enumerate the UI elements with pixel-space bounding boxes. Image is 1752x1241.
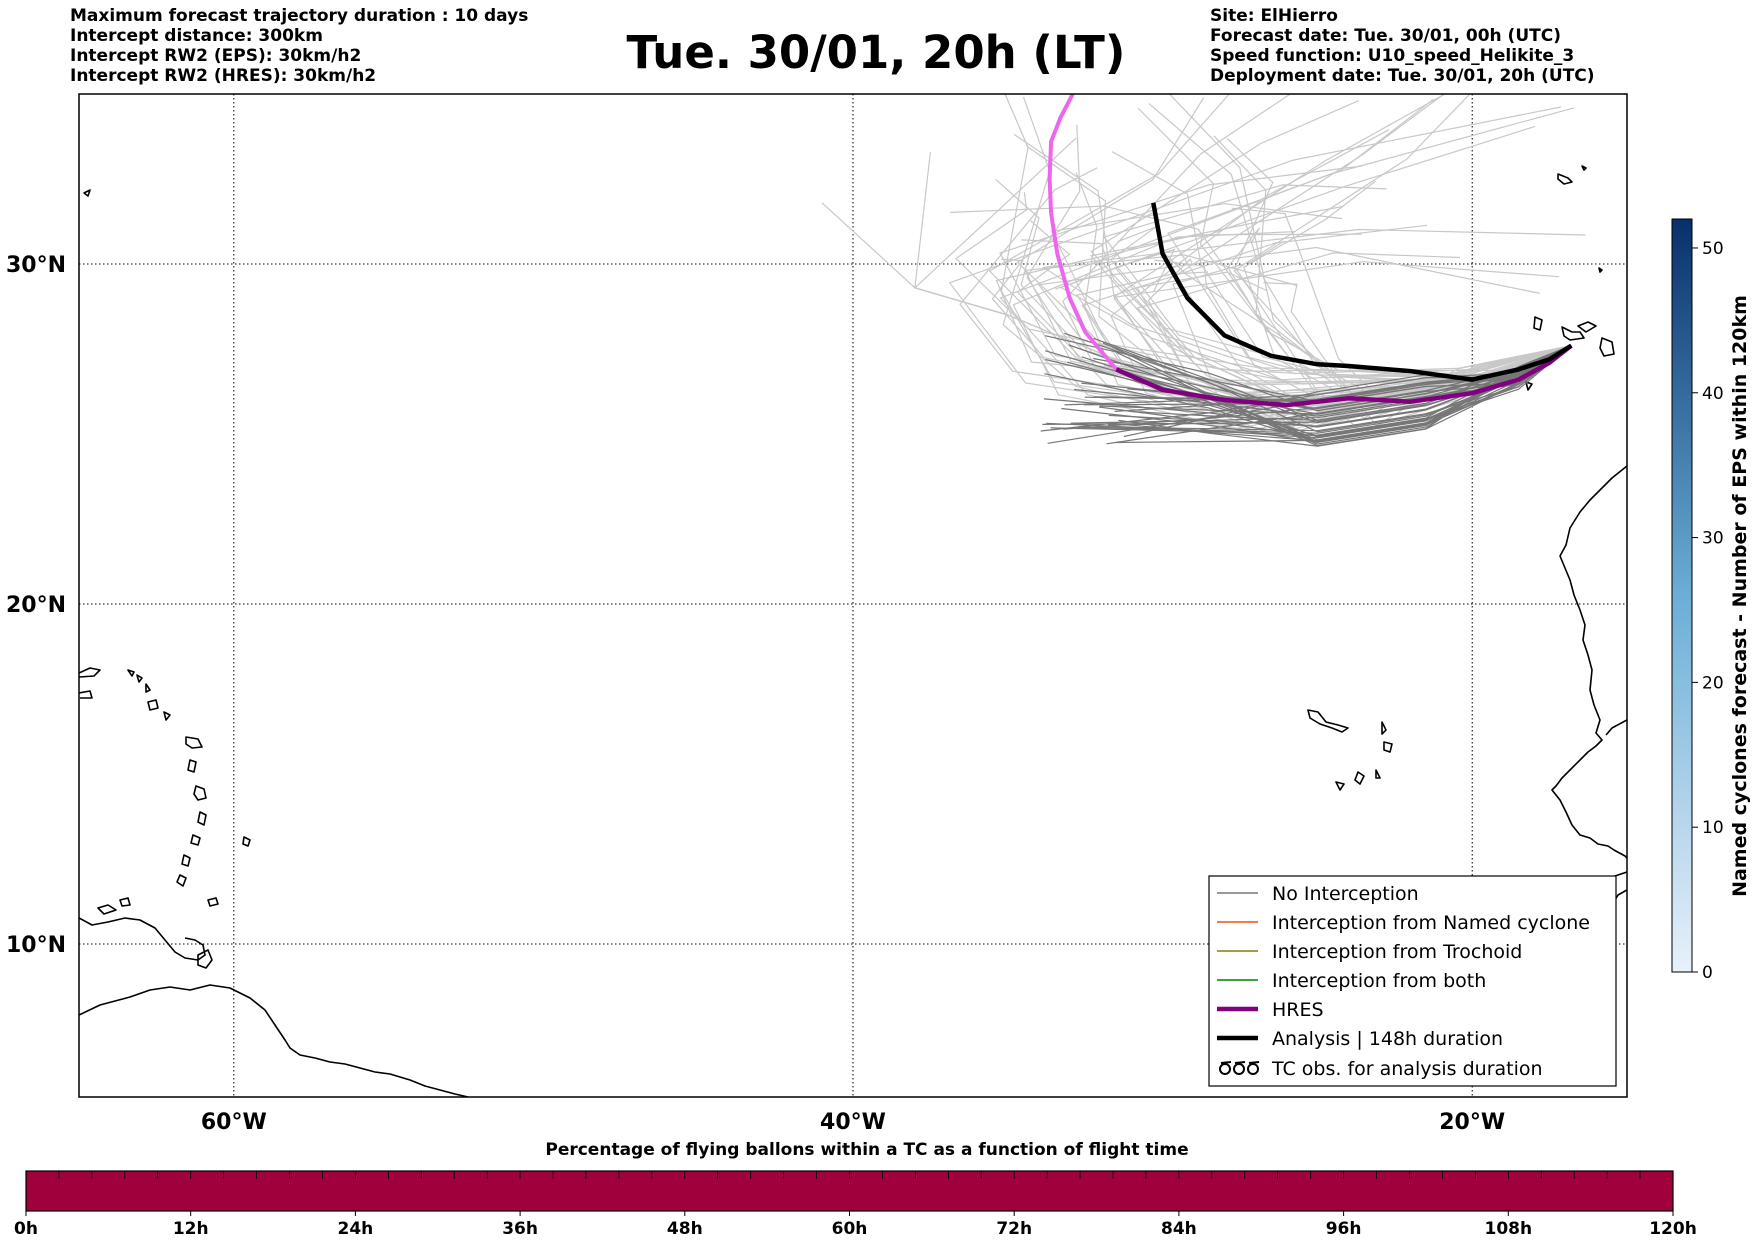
map-frame — [78, 93, 1628, 1098]
venezuela-coast-detail — [79, 917, 206, 961]
barbados-island — [242, 836, 251, 847]
no-interception-track — [1078, 345, 1572, 432]
legend-text-analysis: Analysis | 148h duration — [1272, 1028, 1503, 1050]
map-gridlines — [79, 94, 1627, 1097]
bottom-colorbar-tick-label: 24h — [338, 1219, 374, 1239]
cape-verde-islands — [1307, 709, 1393, 791]
map-title: Tue. 30/01, 20h (LT) — [626, 26, 1126, 79]
legend-text-named-cyclone: Interception from Named cyclone — [1272, 912, 1590, 934]
intercept-distance-line: Intercept distance: 300km — [70, 26, 323, 46]
antilles-island-3 — [193, 785, 207, 801]
bottom-colorbar-tick-label: 84h — [1161, 1219, 1197, 1239]
antilles-island-1 — [185, 736, 203, 749]
deployment-date-line: Deployment date: Tue. 30/01, 20h (UTC) — [1210, 66, 1595, 86]
antilles-island-4 — [197, 811, 207, 826]
header-info-left: Maximum forecast trajectory duration : 1… — [70, 6, 528, 86]
bermuda-island — [83, 189, 91, 197]
analysis-track — [1151, 202, 1573, 382]
right-colorbar-tick-label: 0 — [1702, 963, 1713, 983]
legend-box — [1208, 875, 1617, 1087]
eps-member-track — [1174, 94, 1572, 416]
azores-island — [1598, 267, 1603, 273]
lat-label: 30°N — [6, 253, 66, 278]
canary-islands — [1525, 316, 1615, 391]
lat-label: 10°N — [6, 933, 66, 958]
legend-text-both: Interception from both — [1272, 970, 1486, 992]
bottom-colorbar-tick-label: 108h — [1485, 1219, 1533, 1239]
no-interception-track — [1070, 345, 1572, 424]
no-interception-track — [1110, 345, 1572, 443]
bottom-colorbar-ticks: 0h 12h 24h 36h 48h 60h 72h 84h 96h 108h 120h — [14, 1211, 1697, 1239]
site-line: Site: ElHierro — [1210, 6, 1338, 26]
antilles-island-7 — [176, 874, 187, 887]
eps-member-track — [1059, 125, 1572, 381]
intercept-hres-line: Intercept RW2 (HRES): 30km/h2 — [70, 66, 377, 86]
lat-label: 20°N — [6, 593, 66, 618]
no-interception-track — [1068, 344, 1572, 445]
legend-text-trochoid: Interception from Trochoid — [1272, 941, 1522, 963]
bottom-colorbar-tick-label: 0h — [14, 1219, 38, 1239]
legend-text-tc-obs: TC obs. for analysis duration — [1271, 1058, 1543, 1080]
eps-member-track — [1167, 98, 1572, 379]
right-colorbar-tick-label: 10 — [1702, 818, 1724, 838]
eps-member-track — [1041, 228, 1586, 372]
hispaniola-island — [79, 690, 93, 699]
madeira-island — [1557, 165, 1587, 185]
max-duration-line: Maximum forecast trajectory duration : 1… — [70, 6, 529, 26]
trajectory-layer — [821, 94, 1586, 447]
bottom-colorbar-tick-label: 120h — [1649, 1219, 1697, 1239]
hres-track-extended — [1047, 94, 1118, 371]
eps-member-track — [1024, 254, 1572, 394]
bottom-colorbar-segments — [58, 1171, 1641, 1179]
tobago-island — [207, 897, 219, 907]
legend-text-hres: HRES — [1272, 999, 1324, 1021]
hres-track — [1115, 343, 1573, 408]
no-interception-track — [1084, 345, 1572, 403]
tc-obs-symbol-icon — [1219, 1061, 1260, 1075]
map-axis-labels: 30°N 20°N 10°N 60°W 40°W 20°W — [6, 253, 1505, 1135]
bottom-colorbar-tick-label: 72h — [996, 1219, 1032, 1239]
lon-label: 60°W — [201, 1110, 267, 1135]
lon-label: 40°W — [820, 1110, 886, 1135]
antilles-island-5 — [190, 834, 201, 846]
no-interception-track — [1129, 345, 1572, 422]
bottom-colorbar-tick-label: 12h — [173, 1219, 209, 1239]
intercept-eps-line: Intercept RW2 (EPS): 30km/h2 — [70, 46, 362, 66]
trinidad-island — [197, 949, 213, 969]
antilles-island-2 — [187, 759, 197, 773]
right-colorbar-tick-label: 40 — [1702, 384, 1724, 404]
africa-coastline — [1551, 465, 1627, 859]
speed-function-line: Speed function: U10_speed_Helikite_3 — [1210, 46, 1575, 66]
right-colorbar-tick-label: 20 — [1702, 673, 1724, 693]
bottom-colorbar: Percentage of flying ballons within a TC… — [14, 1140, 1697, 1239]
eps-member-track — [1226, 137, 1572, 419]
header-info-right: Site: ElHierro Forecast date: Tue. 30/01… — [1210, 6, 1595, 86]
right-colorbar-gradient — [1671, 218, 1693, 973]
lon-label: 20°W — [1439, 1110, 1505, 1135]
legend: No Interception Interception from Named … — [1208, 875, 1617, 1087]
right-colorbar-tick-label: 50 — [1702, 239, 1724, 259]
right-colorbar-tick-label: 30 — [1702, 529, 1724, 549]
guadeloupe-island — [147, 699, 171, 721]
puerto-rico-island — [79, 667, 101, 678]
right-colorbar-ticks: 0 10 20 30 40 50 — [1692, 239, 1724, 983]
bottom-colorbar-tick-label: 60h — [832, 1219, 868, 1239]
right-colorbar: 0 10 20 30 40 50 Named cyclones forecast - Nu… — [1671, 218, 1751, 983]
bottom-colorbar-tick-label: 96h — [1326, 1219, 1362, 1239]
bottom-colorbar-tick-label: 48h — [667, 1219, 703, 1239]
right-colorbar-label: Named cyclones forecast - Number of EPS … — [1729, 295, 1751, 897]
netherlands-antilles — [97, 897, 131, 915]
bottom-colorbar-tick-label: 36h — [502, 1219, 538, 1239]
forecast-date-line: Forecast date: Tue. 30/01, 00h (UTC) — [1210, 26, 1561, 46]
bottom-colorbar-label: Percentage of flying ballons within a TC… — [545, 1140, 1188, 1160]
eps-member-track — [1231, 207, 1572, 394]
south-america-coastline — [79, 984, 469, 1097]
antilles-island-6 — [181, 854, 191, 867]
virgin-islands — [127, 669, 151, 693]
legend-text-no-interception: No Interception — [1272, 883, 1419, 905]
